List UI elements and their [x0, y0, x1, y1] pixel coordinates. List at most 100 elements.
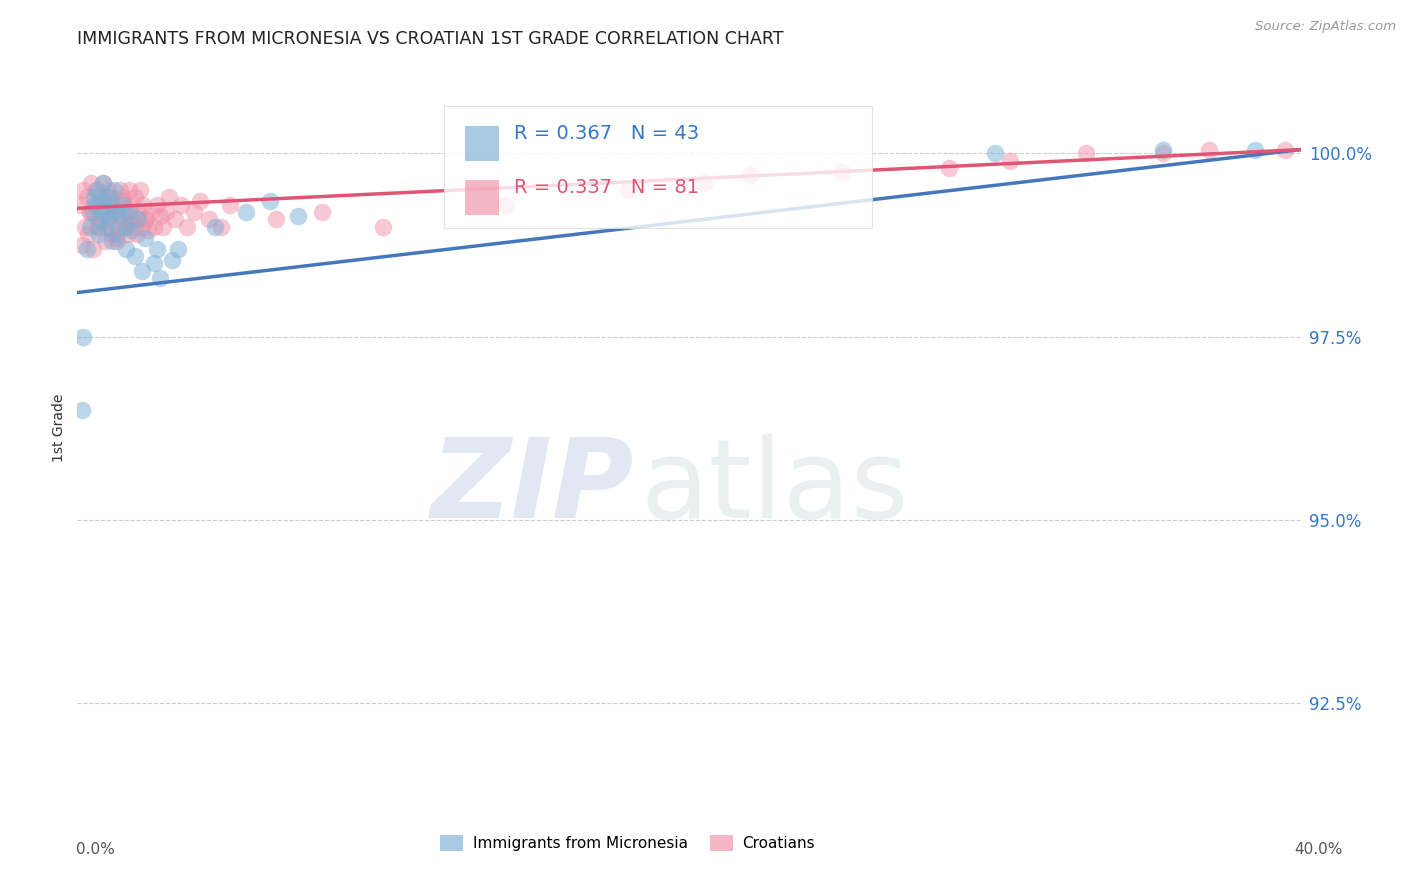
Point — [120, 212, 142, 227]
Point — [170, 197, 193, 211]
Point — [82, 205, 104, 219]
Point — [209, 219, 232, 234]
Point — [100, 190, 122, 204]
Point — [149, 271, 172, 285]
Point — [112, 190, 135, 204]
Point — [204, 219, 226, 234]
Point — [96, 197, 118, 211]
Point — [84, 197, 107, 211]
Point — [118, 183, 141, 197]
Point — [73, 219, 96, 234]
Point — [112, 197, 135, 211]
Point — [259, 194, 281, 208]
Y-axis label: 1st Grade: 1st Grade — [52, 394, 66, 462]
Point — [72, 329, 94, 343]
Point — [96, 219, 118, 234]
Point — [105, 234, 128, 248]
Point — [287, 209, 309, 223]
Point — [115, 242, 138, 256]
Point — [115, 205, 138, 219]
Point — [219, 197, 242, 211]
Point — [70, 238, 93, 252]
Point — [82, 242, 104, 256]
FancyBboxPatch shape — [444, 106, 873, 228]
Point — [105, 230, 128, 244]
Point — [69, 197, 91, 211]
Point — [76, 242, 98, 256]
Point — [93, 190, 115, 204]
Point — [108, 209, 131, 223]
Point — [103, 205, 125, 219]
Point — [617, 183, 640, 197]
Text: R = 0.367   N = 43: R = 0.367 N = 43 — [515, 124, 699, 144]
Point — [176, 219, 198, 234]
Point — [114, 219, 136, 234]
Point — [183, 205, 205, 219]
FancyBboxPatch shape — [465, 180, 499, 215]
Point — [127, 205, 149, 219]
Point — [129, 183, 152, 197]
Point — [188, 194, 211, 208]
Point — [70, 402, 93, 417]
Point — [87, 219, 110, 234]
Point — [1243, 143, 1265, 157]
Point — [87, 227, 110, 241]
Point — [160, 252, 183, 267]
Legend: Immigrants from Micronesia, Croatians: Immigrants from Micronesia, Croatians — [434, 829, 821, 857]
Point — [79, 205, 101, 219]
Point — [89, 190, 111, 204]
Point — [108, 183, 131, 197]
Point — [77, 227, 100, 241]
FancyBboxPatch shape — [465, 126, 499, 161]
Text: 0.0%: 0.0% — [76, 842, 115, 856]
Point — [83, 190, 105, 204]
Point — [1152, 146, 1174, 161]
Point — [91, 176, 114, 190]
Point — [122, 219, 145, 234]
Point — [131, 219, 153, 234]
Point — [1198, 143, 1220, 157]
Point — [146, 197, 169, 211]
Point — [984, 146, 1007, 161]
Point — [83, 197, 105, 211]
Point — [1152, 143, 1174, 157]
Point — [98, 209, 121, 223]
Point — [87, 219, 110, 234]
Point — [198, 212, 221, 227]
Point — [142, 256, 165, 270]
Point — [118, 216, 141, 230]
Point — [111, 212, 134, 227]
Point — [998, 153, 1021, 168]
Point — [101, 234, 124, 248]
Point — [131, 263, 153, 277]
Point — [118, 205, 141, 219]
Point — [105, 227, 128, 241]
Point — [90, 205, 112, 219]
Point — [165, 212, 187, 227]
Point — [84, 183, 107, 197]
Point — [76, 190, 98, 204]
Point — [100, 197, 122, 211]
Point — [94, 205, 117, 219]
Point — [94, 234, 117, 248]
Point — [98, 212, 121, 227]
Point — [101, 227, 124, 241]
Point — [107, 197, 129, 211]
Point — [104, 219, 127, 234]
Point — [740, 168, 762, 182]
Text: atlas: atlas — [640, 434, 908, 541]
Point — [89, 212, 111, 227]
Point — [311, 205, 333, 219]
Point — [264, 212, 287, 227]
Text: IMMIGRANTS FROM MICRONESIA VS CROATIAN 1ST GRADE CORRELATION CHART: IMMIGRANTS FROM MICRONESIA VS CROATIAN 1… — [77, 30, 783, 48]
Point — [495, 197, 517, 211]
Text: R = 0.337   N = 81: R = 0.337 N = 81 — [515, 178, 699, 197]
Point — [938, 161, 960, 175]
Point — [146, 242, 169, 256]
Point — [127, 212, 149, 227]
Point — [1076, 146, 1098, 161]
Point — [97, 183, 120, 197]
Point — [134, 230, 156, 244]
Point — [111, 194, 134, 208]
Point — [86, 212, 108, 227]
